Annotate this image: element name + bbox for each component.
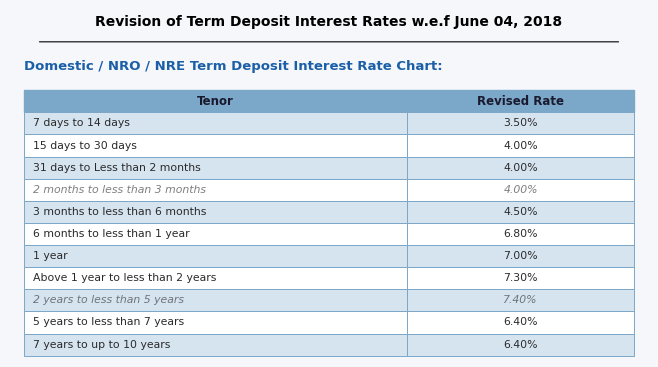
Bar [24,179,407,201]
Bar [407,312,634,334]
Bar [24,90,407,112]
Bar [407,267,634,289]
Bar [24,112,407,134]
Bar [24,223,407,245]
Text: 31 days to Less than 2 months: 31 days to Less than 2 months [34,163,201,172]
Text: 3.50%: 3.50% [503,119,538,128]
Text: 3 months to less than 6 months: 3 months to less than 6 months [34,207,207,217]
Bar [24,267,407,289]
Text: Domestic / NRO / NRE Term Deposit Interest Rate Chart:: Domestic / NRO / NRE Term Deposit Intere… [24,60,442,73]
Text: 4.00%: 4.00% [503,141,538,150]
Bar [407,157,634,179]
Text: 2 years to less than 5 years: 2 years to less than 5 years [34,295,184,305]
Text: Revised Rate: Revised Rate [477,95,564,108]
Text: 6 months to less than 1 year: 6 months to less than 1 year [34,229,190,239]
Text: 7 years to up to 10 years: 7 years to up to 10 years [34,339,171,350]
Text: 7.40%: 7.40% [503,295,538,305]
Text: 6.40%: 6.40% [503,317,538,327]
Text: 4.50%: 4.50% [503,207,538,217]
Bar [24,134,407,157]
Text: 15 days to 30 days: 15 days to 30 days [34,141,138,150]
Bar [24,312,407,334]
Bar [407,245,634,267]
Bar [24,201,407,223]
Bar [24,157,407,179]
Bar [24,334,407,356]
Text: 4.00%: 4.00% [503,185,538,195]
Text: Above 1 year to less than 2 years: Above 1 year to less than 2 years [34,273,216,283]
Text: Tenor: Tenor [197,95,234,108]
Bar [407,179,634,201]
Text: 7.00%: 7.00% [503,251,538,261]
Text: 1 year: 1 year [34,251,68,261]
Bar [407,334,634,356]
Bar [407,134,634,157]
Bar [407,90,634,112]
Text: 7 days to 14 days: 7 days to 14 days [34,119,130,128]
Text: 6.80%: 6.80% [503,229,538,239]
Bar [24,245,407,267]
Text: 4.00%: 4.00% [503,163,538,172]
Bar [24,289,407,312]
Bar [407,289,634,312]
Text: Revision of Term Deposit Interest Rates w.e.f June 04, 2018: Revision of Term Deposit Interest Rates … [95,15,563,29]
Text: 7.30%: 7.30% [503,273,538,283]
Text: 5 years to less than 7 years: 5 years to less than 7 years [34,317,184,327]
Bar [407,223,634,245]
Bar [407,112,634,134]
Bar [407,201,634,223]
Text: 2 months to less than 3 months: 2 months to less than 3 months [34,185,207,195]
Text: 6.40%: 6.40% [503,339,538,350]
